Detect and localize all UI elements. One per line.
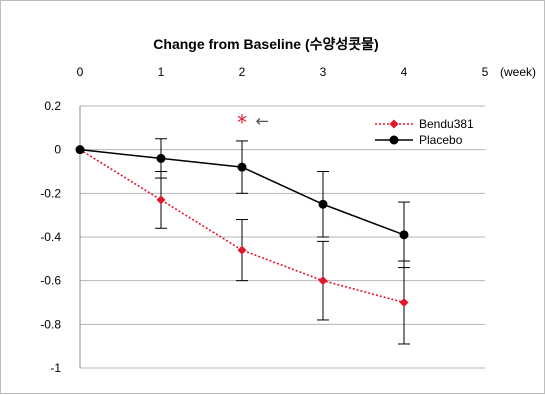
legend-label: Placebo (419, 133, 463, 147)
y-tick-label: -0.8 (40, 317, 61, 331)
legend-label: Bendu381 (419, 117, 474, 131)
y-tick-label: 0 (54, 143, 61, 157)
significance-asterisk: * (237, 110, 247, 134)
x-tick-labels: 0 1 2 3 4 5 (77, 65, 489, 79)
data-point (156, 195, 166, 205)
chart-title: Change from Baseline (수양성콧물) (153, 36, 378, 52)
series-layer (75, 138, 410, 345)
x-tick-label: 5 (482, 65, 489, 79)
data-point (399, 230, 409, 240)
series-bendu381 (75, 145, 410, 345)
x-axis-unit-label: (week) (500, 65, 536, 79)
legend-item-placebo: Placebo (375, 133, 463, 147)
x-tick-label: 0 (77, 65, 84, 79)
series-placebo (75, 138, 410, 269)
legend-swatch-marker (389, 119, 399, 129)
x-tick-label: 4 (401, 65, 408, 79)
data-point (156, 153, 166, 163)
x-tick-label: 3 (320, 65, 327, 79)
legend: Bendu381 Placebo (375, 117, 474, 147)
legend-swatch-marker (389, 135, 399, 145)
y-tick-label: -0.4 (40, 230, 61, 244)
y-tick-label: -0.6 (40, 274, 61, 288)
x-tick-label: 1 (158, 65, 165, 79)
data-point (318, 276, 328, 286)
data-point (237, 245, 247, 255)
y-tick-labels: 0.2 0 -0.2 -0.4 -0.6 -0.8 -1 (40, 99, 61, 375)
series-line (79, 148, 405, 304)
annotation-layer: * ← (237, 110, 269, 134)
annotation-arrow: ← (256, 111, 269, 130)
y-tick-label: -1 (50, 361, 61, 375)
y-tick-label: -0.2 (40, 186, 61, 200)
data-point (318, 199, 328, 209)
legend-item-bendu381: Bendu381 (375, 117, 474, 131)
y-tick-label: 0.2 (44, 99, 61, 113)
data-point (75, 145, 85, 155)
x-tick-label: 2 (239, 65, 246, 79)
grid-layer (80, 105, 485, 369)
data-point (399, 298, 409, 307)
data-point (237, 162, 247, 172)
